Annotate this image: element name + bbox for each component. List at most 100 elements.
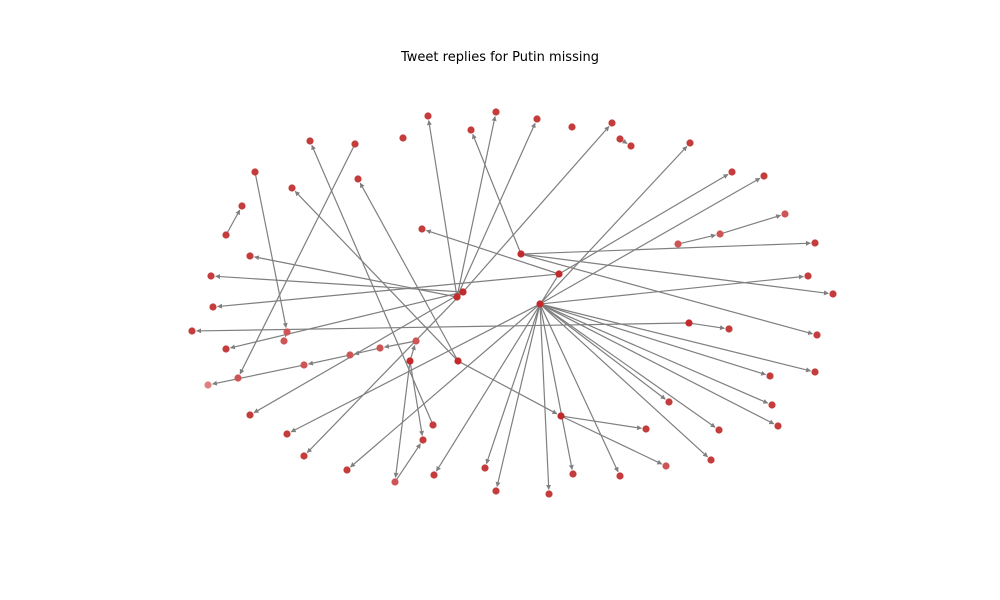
reply-edge: [226, 209, 241, 234]
tweet-node: [459, 288, 467, 296]
reply-edge: [359, 182, 458, 360]
reply-edge: [485, 305, 540, 465]
reply-edge: [306, 293, 463, 454]
tweet-node: [481, 464, 489, 472]
tweet-node: [283, 328, 291, 336]
tweet-node: [492, 487, 500, 495]
tweet-node: [412, 337, 420, 345]
tweet-node: [725, 325, 733, 333]
reply-edge: [350, 304, 539, 468]
tweet-node: [246, 411, 254, 419]
tweet-node: [188, 327, 196, 335]
reply-edge: [679, 233, 717, 245]
tweet-node: [399, 134, 407, 142]
tweet-node: [222, 345, 230, 353]
tweet-node: [351, 140, 359, 148]
reply-edge: [196, 322, 688, 334]
chart-title: Tweet replies for Putin missing: [401, 50, 599, 65]
tweet-node: [728, 168, 736, 176]
reply-edge: [435, 275, 559, 472]
reply-edge: [690, 322, 725, 331]
reply-edge: [721, 214, 782, 234]
tweet-node: [804, 272, 812, 280]
reply-edge: [522, 240, 811, 255]
reply-edge: [254, 173, 288, 328]
tweet-node: [616, 472, 624, 480]
tweet-node: [616, 135, 624, 143]
tweet-node: [467, 126, 475, 134]
tweet-node: [707, 456, 715, 464]
tweet-node: [209, 303, 217, 311]
reply-edge: [425, 229, 558, 274]
tweet-node: [454, 357, 462, 365]
reply-edge: [393, 362, 411, 478]
reply-edge: [539, 305, 574, 470]
tweet-node: [555, 270, 563, 278]
reply-edge: [541, 304, 769, 404]
tweet-node: [674, 240, 682, 248]
tweet-node: [429, 421, 437, 429]
tweet-node: [781, 210, 789, 218]
tweet-node: [300, 361, 308, 369]
tweet-node: [665, 398, 673, 406]
reply-edge: [539, 305, 552, 490]
reply-edge: [254, 255, 456, 298]
tweet-node: [222, 231, 230, 239]
reply-edge: [239, 145, 355, 375]
reply-edge: [217, 273, 558, 309]
reply-edge: [353, 347, 379, 356]
reply-edge: [212, 364, 303, 386]
tweet-node: [453, 293, 461, 301]
tweet-node: [760, 172, 768, 180]
tweet-node: [238, 202, 246, 210]
reply-edge: [294, 190, 458, 360]
tweet-node: [686, 139, 694, 147]
tweet-node: [533, 115, 541, 123]
tweet-node: [419, 436, 427, 444]
reply-edge: [495, 305, 541, 488]
reply-edge: [410, 344, 416, 360]
reply-edge: [426, 120, 458, 296]
tweet-node: [207, 272, 215, 280]
tweet-node: [280, 337, 288, 345]
reply-edge: [409, 362, 424, 436]
tweet-node: [557, 412, 565, 420]
tweet-node: [813, 331, 821, 339]
tweet-node: [768, 401, 776, 409]
tweet-node: [204, 381, 212, 389]
tweet-node: [251, 168, 259, 176]
reply-edge: [456, 116, 497, 296]
reply-edge: [541, 274, 804, 305]
node-layer: [188, 108, 837, 498]
reply-edge: [522, 253, 814, 336]
tweet-node: [642, 425, 650, 433]
tweet-node: [545, 490, 553, 498]
tweet-node: [406, 357, 414, 365]
tweet-node: [568, 123, 576, 131]
reply-edge: [395, 443, 421, 481]
tweet-node: [517, 250, 525, 258]
reply-edge: [457, 122, 536, 296]
tweet-node: [391, 478, 399, 486]
reply-edge: [541, 177, 761, 304]
tweet-node: [608, 119, 616, 127]
tweet-node: [430, 471, 438, 479]
reply-edge: [459, 361, 558, 415]
tweet-node: [234, 374, 242, 382]
reply-edge: [308, 354, 349, 366]
reply-edge: [541, 303, 812, 373]
reply-edge: [229, 291, 462, 350]
reply-edge: [215, 274, 462, 293]
tweet-node: [811, 368, 819, 376]
tweet-node: [662, 462, 670, 470]
reply-edge: [522, 253, 829, 296]
reply-edge: [540, 145, 688, 303]
tweet-node: [300, 452, 308, 460]
tweet-node: [346, 351, 354, 359]
tweet-node: [536, 300, 544, 308]
tweet-node: [569, 470, 577, 478]
reply-edge: [384, 340, 415, 349]
edge-layer: [196, 116, 829, 490]
reply-edge: [560, 173, 729, 274]
